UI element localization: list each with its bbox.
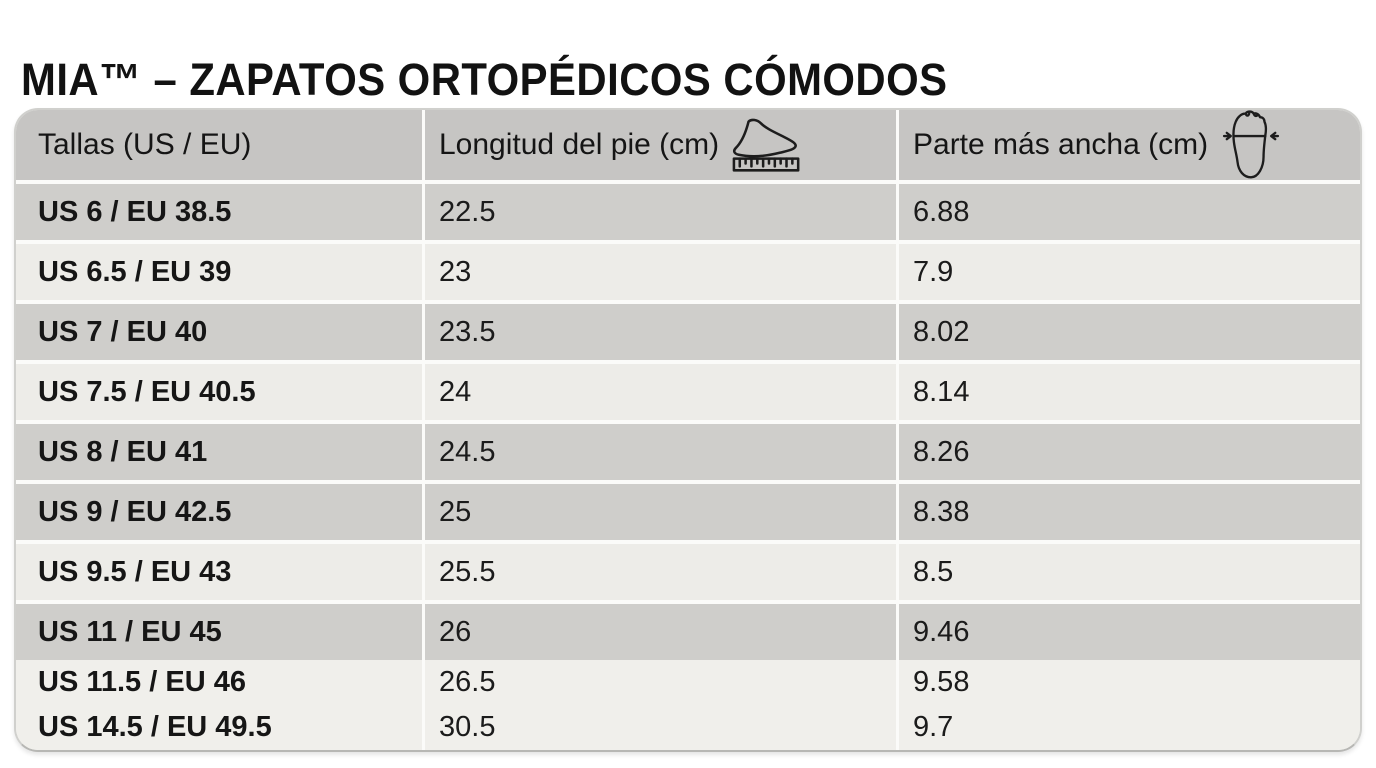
size-label: US 14.5 / EU 49.5: [38, 711, 272, 743]
size-cell: US 9 / EU 42.5: [16, 484, 422, 540]
foot-width-value: 8.02: [913, 315, 970, 348]
foot-length-value: 30.5: [439, 711, 496, 743]
foot-width-value: 8.14: [913, 375, 970, 408]
size-label: US 11.5 / EU 46: [38, 666, 246, 698]
table-row: US 9.5 / EU 43 25.5 8.5: [16, 544, 1360, 600]
foot-length-cell: 24: [422, 364, 896, 420]
foot-length-cell: 25.5: [422, 544, 896, 600]
foot-width-cell: 8.5: [896, 544, 1360, 600]
foot-length-value: 22.5: [439, 195, 496, 228]
table-header-row: Tallas (US / EU) Longitud del pie (cm): [16, 110, 1360, 180]
size-label: US 11 / EU 45: [38, 615, 222, 648]
table-row: US 7 / EU 40 23.5 8.02: [16, 304, 1360, 360]
foot-width-cell: 7.9: [896, 244, 1360, 300]
size-label: US 7 / EU 40: [38, 315, 208, 348]
foot-length-value: 25.5: [439, 555, 496, 588]
table-row: US 6.5 / EU 39 23 7.9: [16, 244, 1360, 300]
size-label: US 6.5 / EU 39: [38, 255, 232, 288]
foot-width-value: 8.5: [913, 555, 954, 588]
foot-width-cell: 9.58: [896, 660, 1360, 705]
foot-width-cell: 9.46: [896, 604, 1360, 660]
foot-width-cell: 6.88: [896, 184, 1360, 240]
foot-width-cell: 8.38: [896, 484, 1360, 540]
foot-width-value: 6.88: [913, 195, 970, 228]
size-cell: US 8 / EU 41: [16, 424, 422, 480]
table-row: US 6 / EU 38.5 22.5 6.88: [16, 184, 1360, 240]
size-cell: US 11 / EU 45: [16, 604, 422, 660]
page-title: MIA™ – ZAPATOS ORTOPÉDICOS CÓMODOS: [21, 54, 948, 106]
foot-width-value: 9.46: [913, 615, 970, 648]
foot-length-value: 24.5: [439, 435, 496, 468]
table-body: US 6 / EU 38.5 22.5 6.88 US 6.5 / EU 39 …: [16, 184, 1360, 750]
column-header-foot-width: Parte más ancha (cm): [896, 110, 1360, 180]
size-cell: US 9.5 / EU 43: [16, 544, 422, 600]
foot-width-value: 7.9: [913, 255, 954, 288]
size-cell: US 7.5 / EU 40.5: [16, 364, 422, 420]
table-row: US 7.5 / EU 40.5 24 8.14: [16, 364, 1360, 420]
foot-length-cell: 23.5: [422, 304, 896, 360]
foot-length-value: 23.5: [439, 315, 496, 348]
foot-length-value: 26.5: [439, 666, 496, 698]
foot-length-cell: 25: [422, 484, 896, 540]
size-cell: US 11.5 / EU 46: [16, 660, 422, 705]
foot-width-value: 9.7: [913, 711, 954, 743]
column-header-foot-length: Longitud del pie (cm): [422, 110, 896, 180]
foot-length-value: 26: [439, 615, 472, 648]
foot-width-cell: 8.26: [896, 424, 1360, 480]
column-header-sizes: Tallas (US / EU): [16, 110, 422, 180]
foot-length-value: 25: [439, 495, 472, 528]
foot-width-value: 8.38: [913, 495, 970, 528]
sizing-table: Tallas (US / EU) Longitud del pie (cm): [14, 108, 1362, 752]
table-row: US 11.5 / EU 46 26.5 9.58: [16, 660, 1360, 705]
foot-length-cell: 30.5: [422, 705, 896, 750]
foot-length-ruler-icon: [731, 117, 805, 173]
foot-length-value: 23: [439, 255, 472, 288]
foot-width-cell: 9.7: [896, 705, 1360, 750]
table-row: US 11 / EU 45 26 9.46: [16, 604, 1360, 660]
foot-length-value: 24: [439, 375, 472, 408]
size-label: US 8 / EU 41: [38, 435, 208, 468]
foot-length-cell: 22.5: [422, 184, 896, 240]
size-cell: US 7 / EU 40: [16, 304, 422, 360]
table-row: US 8 / EU 41 24.5 8.26: [16, 424, 1360, 480]
size-label: US 9.5 / EU 43: [38, 555, 232, 588]
size-cell: US 6.5 / EU 39: [16, 244, 422, 300]
foot-width-cell: 8.14: [896, 364, 1360, 420]
column-header-foot-width-label: Parte más ancha (cm): [913, 128, 1209, 161]
foot-width-icon: [1220, 110, 1282, 180]
foot-width-value: 9.58: [913, 666, 970, 698]
foot-length-cell: 23: [422, 244, 896, 300]
table-row: US 9 / EU 42.5 25 8.38: [16, 484, 1360, 540]
foot-width-cell: 8.02: [896, 304, 1360, 360]
size-cell: US 6 / EU 38.5: [16, 184, 422, 240]
size-label: US 7.5 / EU 40.5: [38, 375, 256, 408]
size-label: US 6 / EU 38.5: [38, 195, 232, 228]
foot-length-cell: 26.5: [422, 660, 896, 705]
foot-length-cell: 24.5: [422, 424, 896, 480]
foot-length-cell: 26: [422, 604, 896, 660]
size-label: US 9 / EU 42.5: [38, 495, 232, 528]
column-header-foot-length-label: Longitud del pie (cm): [439, 128, 720, 161]
size-cell: US 14.5 / EU 49.5: [16, 705, 422, 750]
foot-width-value: 8.26: [913, 435, 970, 468]
table-row: US 14.5 / EU 49.5 30.5 9.7: [16, 705, 1360, 750]
column-header-sizes-label: Tallas (US / EU): [38, 128, 252, 161]
